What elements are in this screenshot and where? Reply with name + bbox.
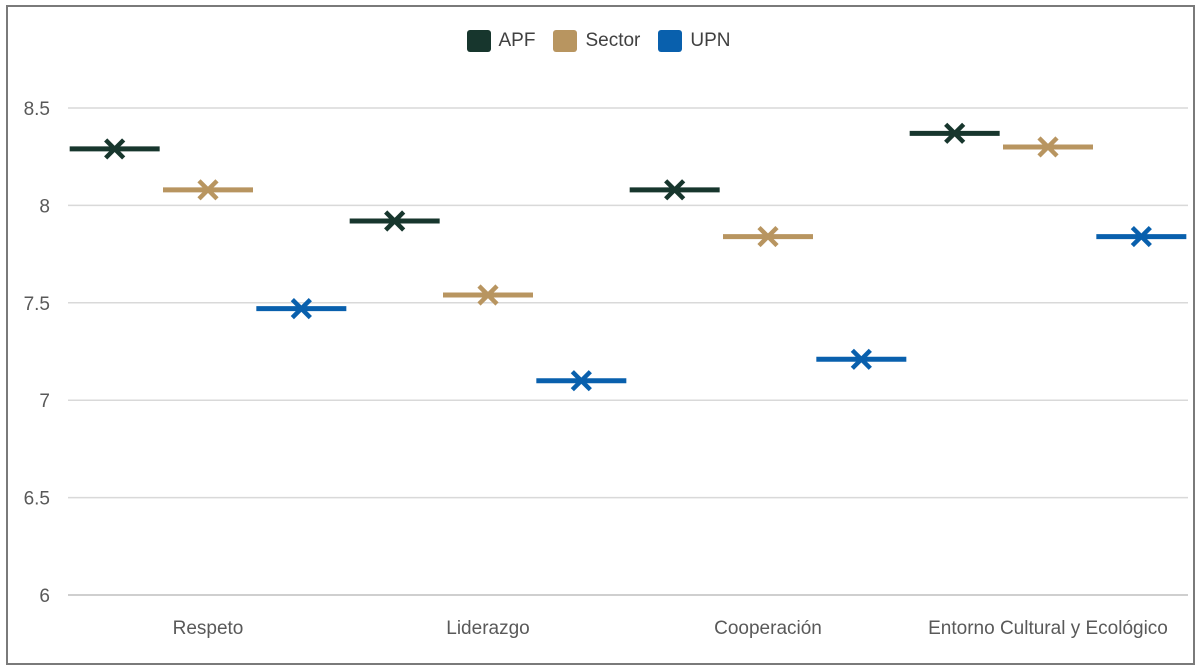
x-tick-label: Cooperación bbox=[714, 618, 822, 639]
legend-swatch-upn bbox=[658, 30, 683, 52]
marker-cross bbox=[477, 284, 499, 306]
marker-cross bbox=[290, 298, 312, 320]
marker-cross bbox=[384, 210, 406, 232]
y-tick-label: 6.5 bbox=[24, 489, 50, 510]
legend-swatch-apf bbox=[466, 30, 491, 52]
marker-cross bbox=[104, 138, 126, 160]
x-tick-label: Entorno Cultural y Ecológico bbox=[928, 618, 1168, 639]
legend-item-apf: APF bbox=[466, 30, 536, 52]
y-tick-label: 8.5 bbox=[24, 99, 50, 120]
marker-cross bbox=[850, 348, 872, 370]
chart-legend: APF Sector UPN bbox=[0, 30, 1197, 52]
marker-cross bbox=[570, 370, 592, 392]
y-tick-label: 7 bbox=[39, 391, 50, 412]
marker-cross bbox=[1037, 136, 1059, 158]
marker-cross bbox=[944, 122, 966, 144]
legend-label-sector: Sector bbox=[585, 30, 641, 51]
legend-swatch-sector bbox=[553, 30, 578, 52]
marker-cross bbox=[664, 179, 686, 201]
legend-item-upn: UPN bbox=[658, 30, 731, 52]
marker-cross bbox=[197, 179, 219, 201]
x-tick-label: Respeto bbox=[173, 618, 244, 639]
legend-item-sector: Sector bbox=[553, 30, 640, 52]
x-tick-label: Liderazgo bbox=[446, 618, 529, 639]
marker-cross bbox=[757, 225, 779, 248]
marker-cross bbox=[1130, 225, 1152, 248]
chart-frame bbox=[6, 5, 1195, 665]
y-tick-label: 6 bbox=[39, 586, 50, 607]
y-tick-label: 8 bbox=[39, 196, 50, 217]
legend-label-upn: UPN bbox=[690, 30, 731, 51]
legend-label-apf: APF bbox=[498, 30, 536, 51]
y-tick-label: 7.5 bbox=[24, 294, 50, 315]
